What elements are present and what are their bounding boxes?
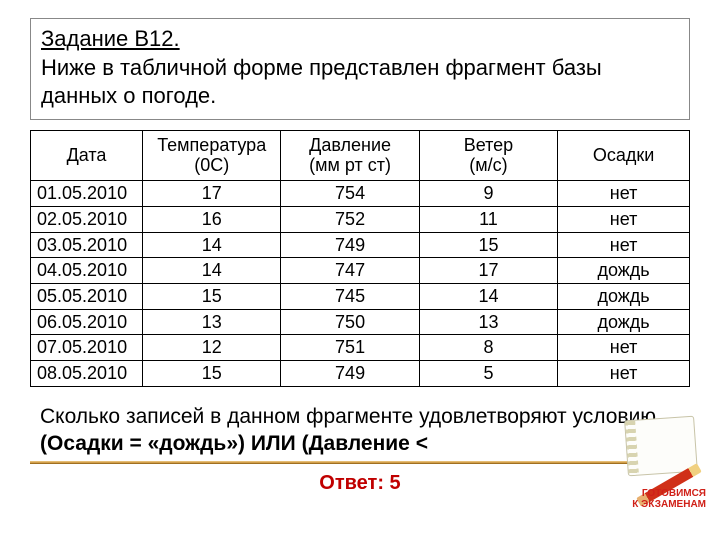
divider-line: [30, 461, 690, 464]
stamp-logo: ГОТОВИМСЯ К ЭКЗАМЕНАМ: [596, 418, 706, 498]
table-cell: 749: [281, 360, 419, 386]
notebook-icon: [624, 416, 698, 477]
table-row: 02.05.20101675211нет: [31, 206, 690, 232]
table-row: 01.05.2010177549нет: [31, 181, 690, 207]
table-cell: 12: [143, 335, 281, 361]
table-cell: 04.05.2010: [31, 258, 143, 284]
table-row: 07.05.2010127518нет: [31, 335, 690, 361]
answer-text: Ответ: 5: [30, 472, 690, 495]
table-cell: нет: [558, 335, 690, 361]
table-cell: 16: [143, 206, 281, 232]
table-header-cell: Осадки: [558, 130, 690, 180]
table-cell: 5: [419, 360, 557, 386]
table-cell: 14: [419, 283, 557, 309]
heading-box: Задание В12. Ниже в табличной форме пред…: [30, 18, 690, 120]
table-row: 05.05.20101574514дождь: [31, 283, 690, 309]
table-row: 08.05.2010157495нет: [31, 360, 690, 386]
table-cell: 11: [419, 206, 557, 232]
table-cell: 02.05.2010: [31, 206, 143, 232]
table-cell: 8: [419, 335, 557, 361]
weather-table: ДатаТемпература(0С)Давление(мм рт ст)Вет…: [30, 130, 690, 387]
table-row: 03.05.20101474915нет: [31, 232, 690, 258]
table-cell: 15: [143, 283, 281, 309]
table-cell: 13: [143, 309, 281, 335]
table-cell: 03.05.2010: [31, 232, 143, 258]
table-cell: 9: [419, 181, 557, 207]
table-cell: 08.05.2010: [31, 360, 143, 386]
table-cell: 07.05.2010: [31, 335, 143, 361]
table-cell: 750: [281, 309, 419, 335]
question-line1: Сколько записей в данном фрагменте удовл…: [40, 405, 656, 428]
table-cell: дождь: [558, 283, 690, 309]
table-cell: 15: [143, 360, 281, 386]
table-cell: нет: [558, 360, 690, 386]
table-row: 06.05.20101375013дождь: [31, 309, 690, 335]
table-cell: дождь: [558, 258, 690, 284]
table-cell: 06.05.2010: [31, 309, 143, 335]
table-cell: нет: [558, 232, 690, 258]
question-condition: (Осадки = «дождь») ИЛИ (Давление <: [40, 432, 428, 455]
table-cell: 747: [281, 258, 419, 284]
table-cell: 749: [281, 232, 419, 258]
table-cell: 745: [281, 283, 419, 309]
table-cell: 14: [143, 232, 281, 258]
table-cell: нет: [558, 181, 690, 207]
table-cell: 05.05.2010: [31, 283, 143, 309]
table-cell: 13: [419, 309, 557, 335]
table-cell: нет: [558, 206, 690, 232]
table-row: 04.05.20101474717дождь: [31, 258, 690, 284]
table-cell: 15: [419, 232, 557, 258]
stamp-caption: ГОТОВИМСЯ К ЭКЗАМЕНАМ: [632, 489, 706, 510]
task-description: Ниже в табличной форме представлен фрагм…: [41, 54, 679, 111]
question-text: Сколько записей в данном фрагменте удовл…: [40, 403, 680, 458]
table-cell: 17: [143, 181, 281, 207]
table-header-cell: Ветер(м/с): [419, 130, 557, 180]
task-title: Задание В12.: [41, 25, 679, 54]
table-cell: 17: [419, 258, 557, 284]
table-header-row: ДатаТемпература(0С)Давление(мм рт ст)Вет…: [31, 130, 690, 180]
table-cell: 14: [143, 258, 281, 284]
table-cell: 751: [281, 335, 419, 361]
table-header-cell: Давление(мм рт ст): [281, 130, 419, 180]
table-cell: 752: [281, 206, 419, 232]
table-header-cell: Дата: [31, 130, 143, 180]
table-cell: дождь: [558, 309, 690, 335]
table-cell: 01.05.2010: [31, 181, 143, 207]
table-cell: 754: [281, 181, 419, 207]
table-header-cell: Температура(0С): [143, 130, 281, 180]
